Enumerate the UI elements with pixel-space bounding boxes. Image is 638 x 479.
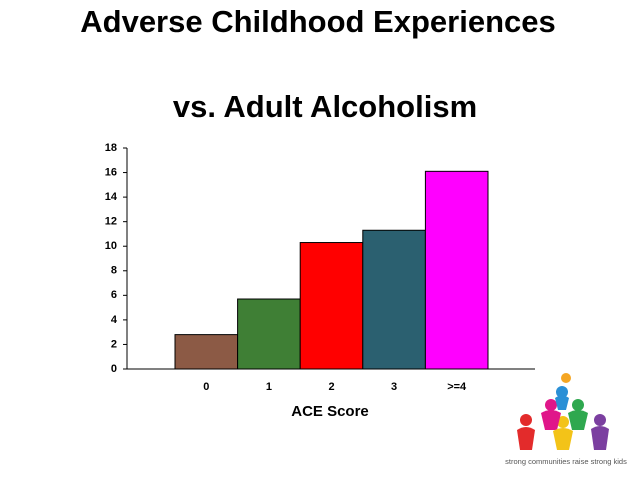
- y-tick-label: 8: [111, 265, 117, 277]
- x-tick-label: 1: [266, 381, 272, 393]
- bar: [174, 334, 239, 370]
- x-tick-label: >=4: [447, 381, 467, 393]
- y-tick-label: 18: [105, 142, 117, 154]
- y-tick-label: 16: [105, 166, 117, 178]
- x-tick-label: 3: [391, 381, 397, 393]
- y-tick-label: 12: [105, 216, 117, 228]
- y-tick-label: 0: [111, 363, 117, 375]
- bar: [424, 170, 489, 370]
- bar: [299, 242, 364, 370]
- bar: [362, 229, 426, 370]
- x-axis-label: ACE Score: [291, 403, 369, 420]
- y-tick-label: 6: [111, 289, 117, 301]
- logo: [517, 373, 609, 450]
- y-tick-label: 2: [111, 338, 117, 350]
- chart-subtitle: vs. Adult Alcoholism: [173, 89, 477, 124]
- y-tick-label: 10: [105, 240, 117, 252]
- bar: [237, 298, 301, 370]
- x-tick-label: 2: [328, 381, 334, 393]
- logo-text: strong communities raise strong kids: [505, 457, 627, 466]
- chart-title: Adverse Childhood Experiences: [80, 4, 555, 39]
- y-tick-label: 4: [111, 314, 118, 326]
- x-tick-label: 0: [203, 381, 209, 393]
- y-tick-label: 14: [105, 191, 118, 203]
